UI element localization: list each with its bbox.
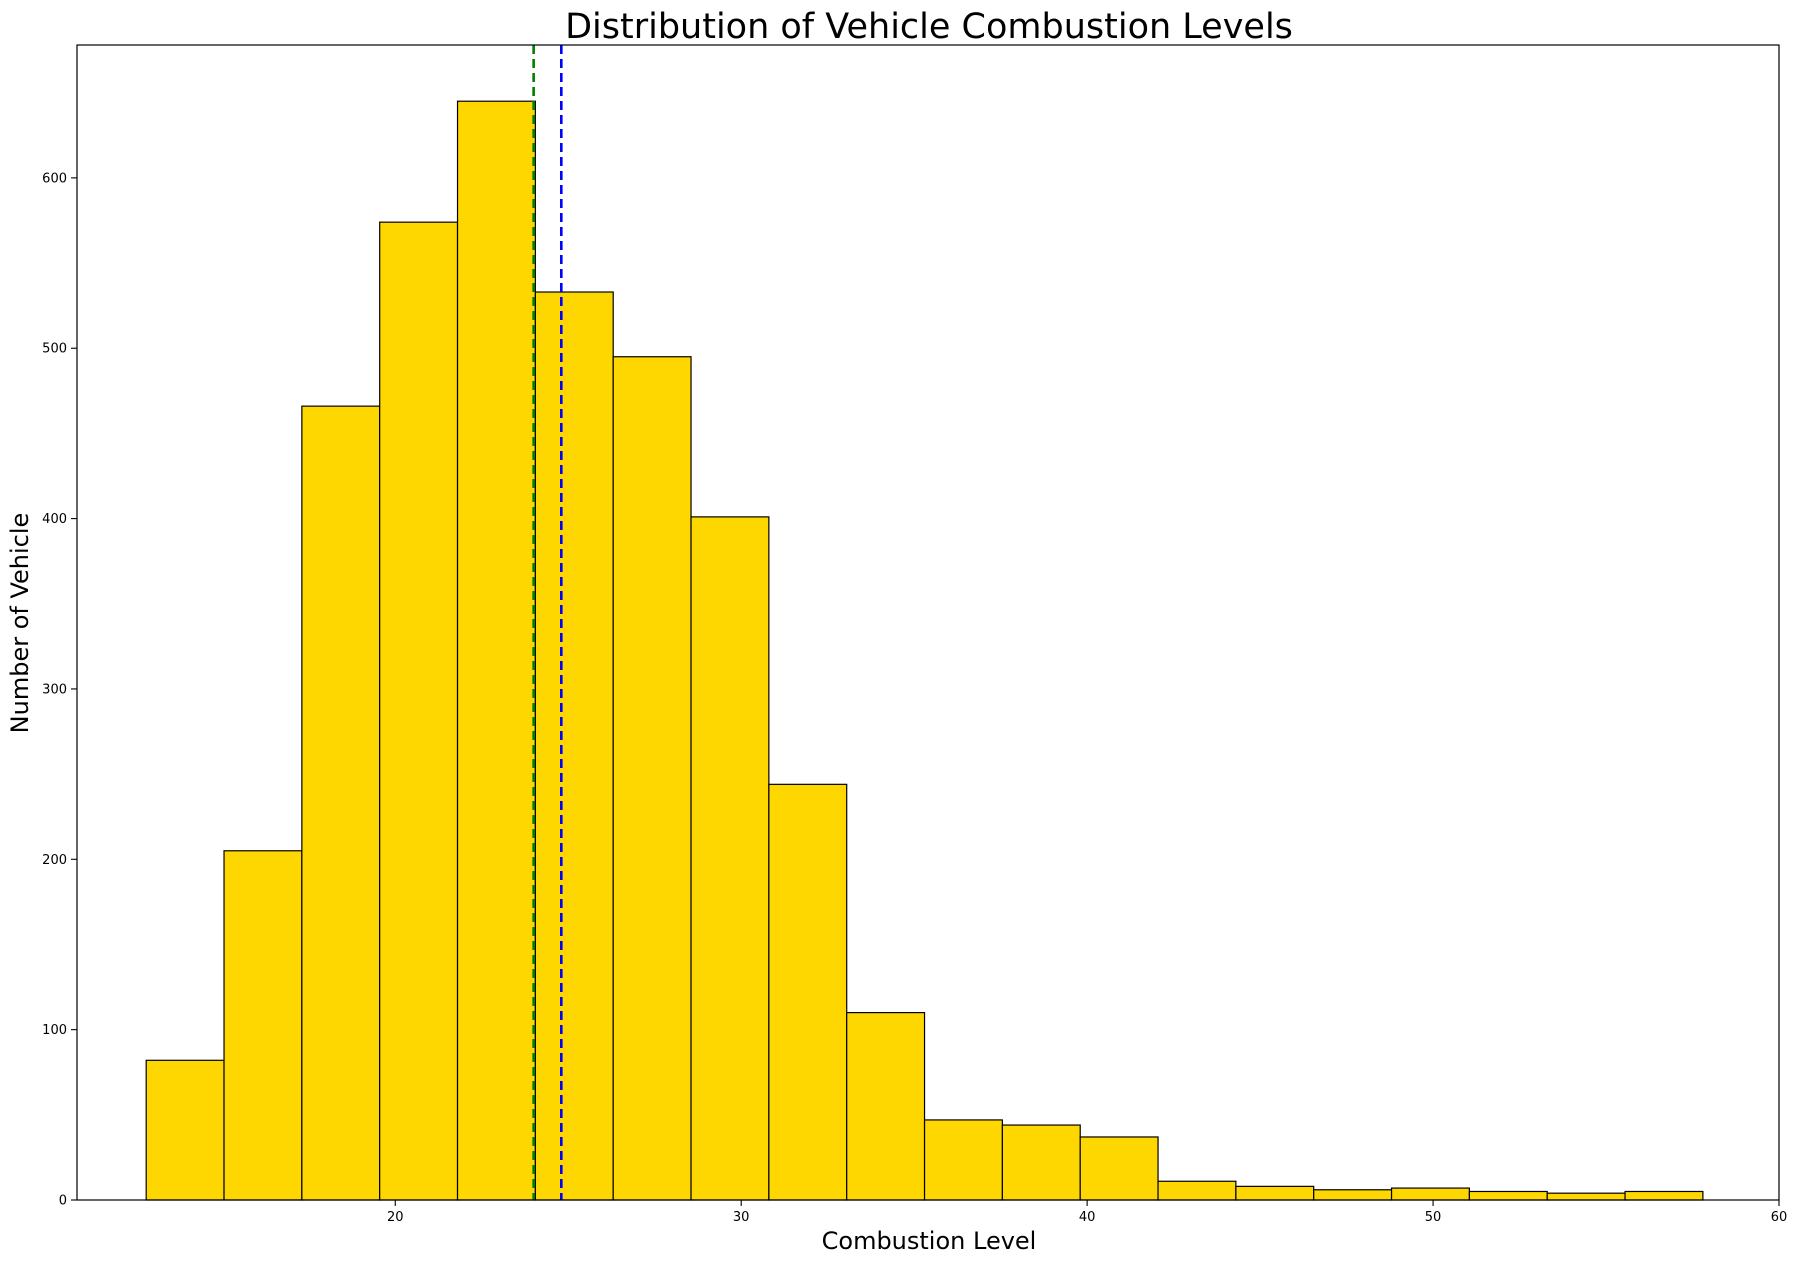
- y-tick-label-5: 500: [42, 342, 67, 357]
- histogram-bar-16: [1390, 1187, 1470, 1201]
- histogram-bar-3: [379, 221, 459, 1201]
- y-axis-label: Number of Vehicle: [6, 513, 34, 734]
- histogram-bar-19: [1624, 1190, 1704, 1201]
- x-tick-label-0: 20: [387, 1210, 404, 1225]
- histogram-bar-15: [1313, 1189, 1393, 1201]
- histogram-bar-4: [456, 100, 536, 1201]
- x-tick-label-2: 40: [1079, 1210, 1096, 1225]
- chart-title: Distribution of Vehicle Combustion Level…: [565, 7, 1293, 47]
- bars-layer: [145, 100, 1704, 1201]
- y-tick-label-4: 400: [42, 512, 67, 527]
- histogram-bar-7: [690, 516, 770, 1201]
- histogram-bar-11: [1001, 1124, 1081, 1201]
- histogram-bar-1: [223, 850, 303, 1201]
- y-tick-label-3: 300: [42, 682, 67, 697]
- plot-frame: [76, 44, 1780, 1201]
- x-tick-label-3: 50: [1425, 1210, 1442, 1225]
- histogram-bar-14: [1235, 1185, 1315, 1201]
- y-tick-label-2: 200: [42, 853, 67, 868]
- histogram-bar-9: [846, 1012, 926, 1201]
- histogram-bar-2: [301, 405, 381, 1201]
- reference-lines-layer: [532, 45, 563, 1200]
- y-tick-label-6: 600: [42, 171, 67, 186]
- histogram-bar-10: [923, 1119, 1003, 1201]
- x-tick-label-1: 30: [733, 1210, 750, 1225]
- histogram-bar-13: [1157, 1180, 1237, 1201]
- histogram-bar-17: [1468, 1190, 1548, 1201]
- y-tick-label-0: 0: [59, 1194, 67, 1209]
- histogram-bar-12: [1079, 1136, 1159, 1201]
- x-tick-label-4: 60: [1771, 1210, 1788, 1225]
- histogram-bar-8: [768, 783, 848, 1201]
- histogram-bar-5: [534, 291, 614, 1201]
- histogram-bar-18: [1546, 1192, 1626, 1201]
- x-axis-label: Combustion Level: [822, 1227, 1037, 1255]
- y-tick-label-1: 100: [42, 1023, 67, 1038]
- histogram-bar-0: [145, 1059, 225, 1201]
- histogram-bar-6: [612, 356, 692, 1201]
